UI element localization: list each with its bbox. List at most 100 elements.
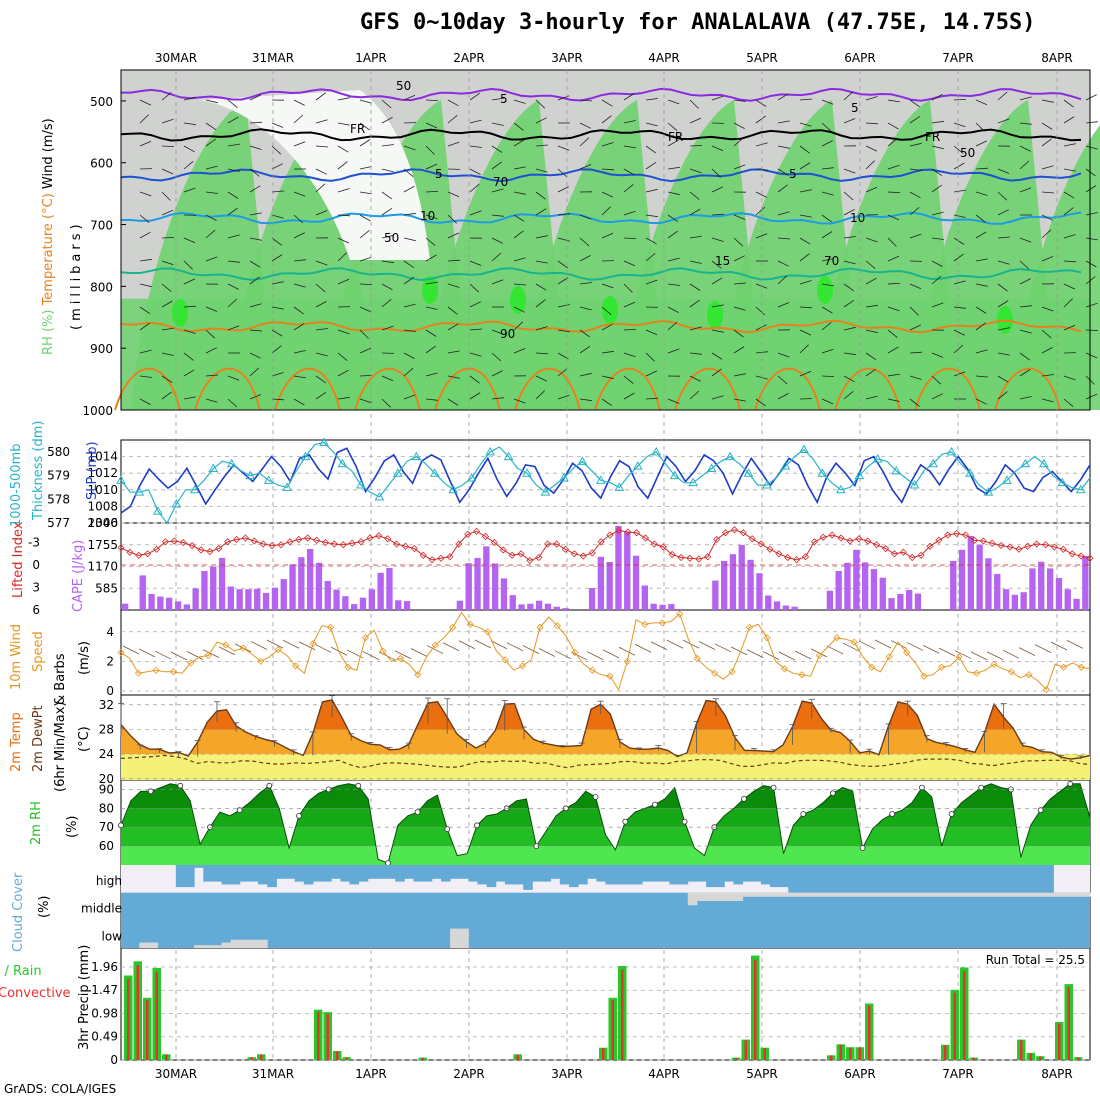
temp-band-low — [121, 754, 1090, 780]
wind-speed-marker — [798, 671, 806, 679]
wind-speed-marker — [519, 662, 527, 670]
wind-barb — [1018, 647, 1036, 656]
thickness-tick-label: 580 — [47, 445, 70, 459]
ua-isotherm-line — [121, 211, 1082, 225]
wind-speed-marker — [711, 669, 719, 677]
ua-wind-barb — [513, 306, 525, 313]
cloud-high-cell — [797, 865, 808, 893]
cloud-high-cell — [322, 865, 332, 882]
ua-isotherm-line — [120, 267, 1082, 282]
ua-wind-barb — [491, 122, 504, 126]
ua-wind-barb — [425, 145, 435, 155]
ua-wind-barb — [843, 168, 856, 174]
ua-wind-barb — [491, 329, 504, 335]
ua-wind-barb — [1085, 212, 1098, 216]
ua-wind-barb — [711, 260, 722, 269]
ua-wind-barb — [227, 325, 240, 331]
temp-tick-label: 32 — [99, 698, 114, 712]
ua-wind-barb — [1085, 352, 1098, 359]
li-marker — [304, 534, 312, 542]
cloud-middle-cell — [843, 892, 853, 897]
wind-barb — [1066, 639, 1084, 649]
ua-wind-barb — [491, 370, 503, 377]
ua-wind-barb — [799, 344, 809, 354]
wind-speed-marker — [780, 665, 789, 673]
wind-speed-marker — [204, 651, 212, 660]
ua-wind-barb — [645, 252, 656, 262]
ua-wind-barb — [535, 191, 546, 200]
li-marker — [828, 531, 836, 539]
cloud-high-cell — [861, 865, 872, 893]
ua-wind-barb — [227, 375, 240, 381]
slp-tick-label: 1012 — [87, 466, 118, 480]
ua-wind-barb — [315, 391, 327, 400]
li-tick-label: 3 — [32, 581, 40, 595]
ua-wind-barb — [161, 92, 172, 101]
rh-marker — [652, 801, 658, 808]
wind-barb — [458, 640, 476, 650]
ua-wind-barb — [1085, 121, 1098, 124]
ua-wind-barb — [733, 255, 745, 262]
precip-convective-bar — [317, 1011, 320, 1060]
ua-wind-barb — [623, 283, 633, 293]
cape-bar — [474, 557, 481, 610]
cape-bar — [994, 573, 1001, 610]
ua-wind-barb — [315, 375, 327, 384]
li-marker — [490, 538, 498, 547]
ua-wind-barb — [953, 237, 965, 245]
cloud-high-cell — [724, 865, 734, 882]
ua-wind-barb — [843, 299, 855, 308]
wind-barb — [122, 645, 140, 655]
wind-speed-marker — [1025, 671, 1033, 679]
cloud-high-cell — [486, 865, 497, 888]
ua-wind-barb — [799, 189, 812, 193]
ua-contour-label: 5 — [789, 167, 797, 181]
cloud-middle-cell — [1007, 892, 1018, 897]
thickness-marker — [725, 451, 735, 461]
cloud-high-cell — [888, 865, 899, 893]
ua-wind-barb — [469, 183, 480, 193]
cape-bar — [1029, 568, 1036, 610]
cape-bar — [906, 589, 913, 610]
bottom-date-label: 8APR — [1041, 1067, 1072, 1081]
li-marker — [215, 544, 223, 553]
ua-wind-barb — [821, 283, 834, 287]
ua-wind-barb — [469, 375, 480, 384]
cape-bar — [738, 544, 745, 610]
cloud-high-cell — [340, 865, 350, 882]
ua-wind-barb — [953, 371, 966, 377]
li-marker — [748, 535, 756, 543]
ua-wind-barb — [689, 168, 702, 174]
cape-bar — [659, 604, 666, 610]
ua-warm-contour — [194, 367, 261, 411]
ua-wind-barb — [293, 350, 306, 354]
ua-wind-barb — [249, 94, 262, 101]
ua-isotherm-line — [121, 87, 1082, 102]
cape-y-label: CAPE (J/kg) — [71, 540, 86, 612]
ua-wind-barb — [1019, 305, 1032, 308]
ua-wind-barb — [271, 237, 282, 246]
cape-bar — [227, 586, 234, 610]
ua-wind-barb — [1063, 324, 1076, 331]
wind-barb — [554, 650, 572, 660]
ua-wind-barb — [843, 236, 856, 239]
li-marker — [259, 540, 267, 548]
bottom-date-label: 30MAR — [155, 1067, 197, 1081]
ua-wind-barb — [887, 138, 898, 147]
cape-bar — [765, 595, 772, 610]
thickness-tick-label: 579 — [47, 469, 70, 483]
cloud-low-cell — [212, 945, 222, 948]
ua-wind-barb — [139, 322, 151, 331]
cape-bar — [236, 589, 243, 610]
ua-contour-label: 15 — [715, 254, 730, 268]
wind-speed-marker — [449, 623, 457, 631]
thickness-marker — [448, 484, 459, 494]
rh-marker — [177, 782, 184, 789]
ua-wind-barb — [711, 186, 724, 193]
precip-convective-bar — [839, 1045, 842, 1060]
ua-wind-barb — [579, 282, 592, 285]
rh-marker — [830, 790, 836, 797]
thickness-y-label: Thickness (dm) — [31, 421, 46, 521]
bottom-date-label: 2APR — [453, 1067, 484, 1081]
ua-wind-barb — [667, 230, 679, 239]
